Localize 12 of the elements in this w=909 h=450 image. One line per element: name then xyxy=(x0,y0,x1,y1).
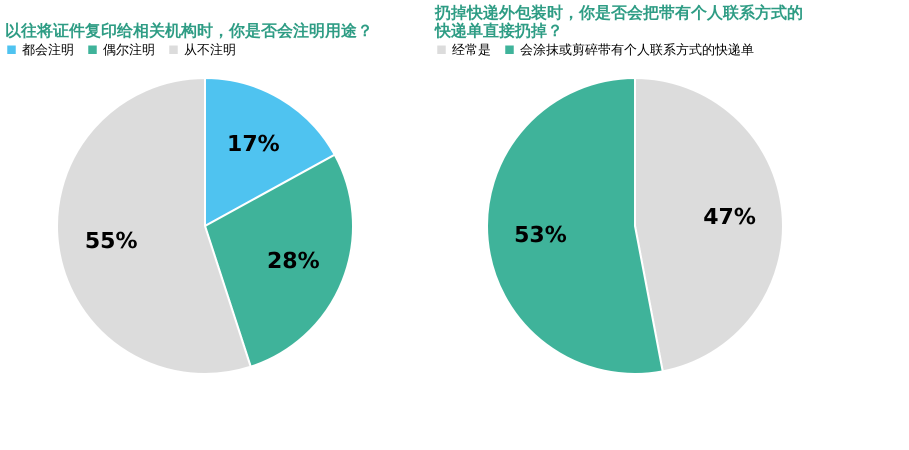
chart-title: 以往将证件复印给相关机构时，你是否会注明用途？ xyxy=(5,21,373,40)
legend-label: 偶尔注明 xyxy=(103,42,155,58)
data-label: 55% xyxy=(84,228,138,254)
legend-label: 从不注明 xyxy=(184,42,236,58)
legend-label: 都会注明 xyxy=(22,42,74,58)
data-label: 17% xyxy=(227,132,280,158)
legend-label: 会涂抹或剪碎带有个人联系方式的快递单 xyxy=(520,42,754,58)
data-label: 47% xyxy=(703,205,756,230)
data-label: 53% xyxy=(514,222,567,248)
data-label: 28% xyxy=(266,248,320,274)
legend-label: 经常是 xyxy=(452,42,491,58)
chart-title: 扔掉快递外包装时，你是否会把带有个人联系方式的快递单直接扔掉？ xyxy=(434,3,803,40)
